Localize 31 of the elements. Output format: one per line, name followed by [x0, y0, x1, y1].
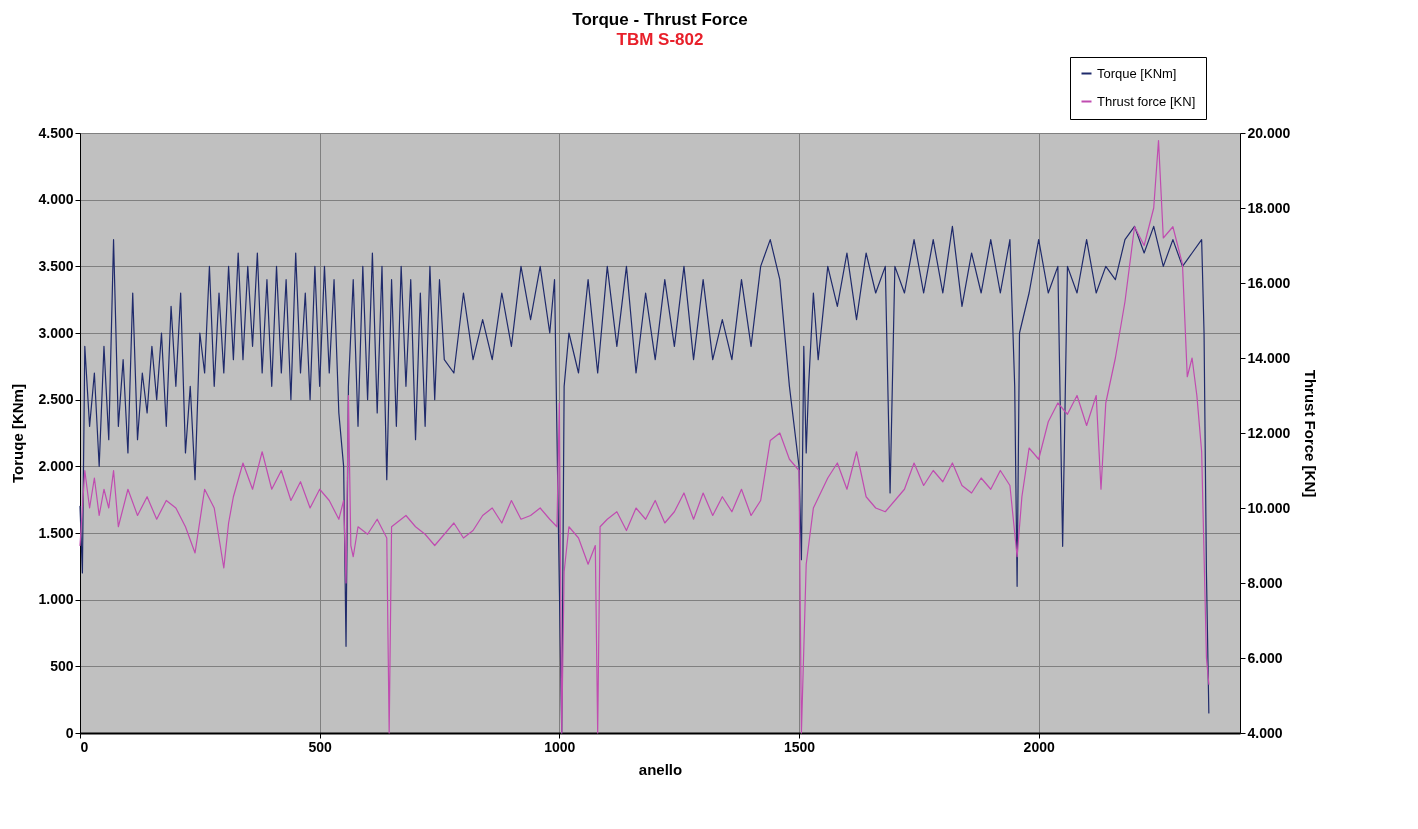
y-tick-label: 3.500 — [38, 257, 74, 274]
y-tick-label: 1.000 — [38, 591, 74, 608]
x-tick-label: 1500 — [783, 738, 816, 755]
y-tick-label: 2.000 — [38, 457, 74, 474]
y2-tick-label: 6.000 — [1247, 649, 1283, 666]
chart-title: Torque - Thrust Force — [572, 9, 748, 29]
y2-tick-label: 4.000 — [1247, 724, 1283, 741]
x-tick-label: 1000 — [544, 738, 576, 755]
y-tick-label: 2.500 — [38, 391, 74, 408]
y-tick-label: 0 — [65, 724, 74, 741]
y-axis-title: Toruqe [KNm] — [9, 384, 27, 483]
x-tick-label: 0 — [80, 738, 89, 755]
y2-tick-label: 12.000 — [1247, 424, 1291, 441]
y2-tick-label: 8.000 — [1247, 574, 1283, 591]
y-tick-label: 500 — [50, 657, 74, 674]
legend-label: Torque [KNm] — [1097, 65, 1177, 81]
y-tick-label: 3.000 — [38, 324, 74, 341]
y2-tick-label: 16.000 — [1247, 274, 1291, 291]
y2-tick-label: 18.000 — [1247, 199, 1291, 216]
y2-tick-label: 10.000 — [1247, 499, 1291, 516]
y2-tick-label: 20.000 — [1247, 124, 1291, 141]
y-tick-label: 4.000 — [38, 191, 74, 208]
x-tick-label: 2000 — [1023, 738, 1055, 755]
y2-tick-label: 14.000 — [1247, 349, 1291, 366]
y-tick-label: 4.500 — [38, 124, 74, 141]
x-tick-label: 500 — [308, 738, 333, 755]
x-axis-title: anello — [638, 760, 683, 778]
y2-axis-title: Thrust Force [KN] — [1302, 369, 1320, 498]
legend-label: Thrust force [KN] — [1097, 93, 1196, 109]
y-tick-label: 1.500 — [38, 524, 74, 541]
chart-subtitle: TBM S-802 — [616, 29, 704, 49]
